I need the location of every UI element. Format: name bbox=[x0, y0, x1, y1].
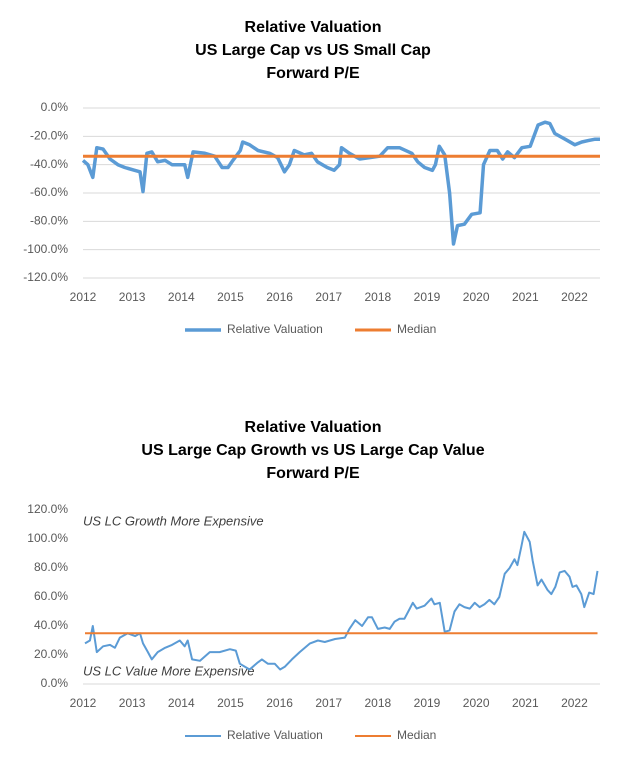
x-tick-label: 2017 bbox=[315, 290, 342, 304]
x-tick-label: 2018 bbox=[365, 696, 392, 710]
y-tick-label: 100.0% bbox=[27, 531, 68, 545]
y-tick-label: 80.0% bbox=[34, 560, 68, 574]
data-line bbox=[81, 120, 600, 246]
annotation: US LC Value More Expensive bbox=[83, 663, 255, 678]
x-tick-label: 2012 bbox=[70, 290, 97, 304]
legend-label: Median bbox=[397, 728, 436, 742]
x-tick-label: 2021 bbox=[512, 290, 539, 304]
y-tick-label: 20.0% bbox=[34, 647, 68, 661]
x-tick-label: 2020 bbox=[463, 290, 490, 304]
y-tick-label: 0.0% bbox=[41, 676, 69, 690]
x-tick-label: 2015 bbox=[217, 290, 244, 304]
x-tick-label: 2022 bbox=[561, 290, 588, 304]
chart-title: Forward P/E bbox=[266, 465, 360, 482]
y-tick-label: -80.0% bbox=[30, 214, 68, 228]
annotation: US LC Growth More Expensive bbox=[83, 513, 264, 528]
legend-label: Relative Valuation bbox=[227, 728, 323, 742]
y-tick-label: 40.0% bbox=[34, 618, 68, 632]
y-tick-label: -60.0% bbox=[30, 185, 68, 199]
y-tick-label: -20.0% bbox=[30, 129, 68, 143]
x-tick-label: 2016 bbox=[266, 696, 293, 710]
x-tick-label: 2014 bbox=[168, 290, 195, 304]
x-tick-label: 2012 bbox=[70, 696, 97, 710]
chart-title: Relative Valuation bbox=[245, 419, 382, 436]
x-tick-label: 2015 bbox=[217, 696, 244, 710]
chart-title: US Large Cap Growth vs US Large Cap Valu… bbox=[141, 442, 484, 459]
x-tick-label: 2013 bbox=[119, 696, 146, 710]
chart-title: Relative Valuation bbox=[245, 19, 382, 36]
legend-label: Relative Valuation bbox=[227, 322, 323, 336]
x-tick-label: 2016 bbox=[266, 290, 293, 304]
chart-title: US Large Cap vs US Small Cap bbox=[195, 42, 431, 59]
x-tick-label: 2018 bbox=[365, 290, 392, 304]
y-tick-label: -40.0% bbox=[30, 157, 68, 171]
legend-label: Median bbox=[397, 322, 436, 336]
x-tick-label: 2020 bbox=[463, 696, 490, 710]
y-tick-label: 60.0% bbox=[34, 589, 68, 603]
y-tick-label: -120.0% bbox=[23, 270, 68, 284]
data-line bbox=[84, 530, 599, 671]
y-tick-label: 0.0% bbox=[41, 100, 69, 114]
x-tick-label: 2021 bbox=[512, 696, 539, 710]
x-tick-label: 2017 bbox=[315, 696, 342, 710]
y-tick-label: 120.0% bbox=[27, 502, 68, 516]
x-tick-label: 2019 bbox=[414, 290, 441, 304]
chart-title: Forward P/E bbox=[266, 65, 360, 82]
x-tick-label: 2022 bbox=[561, 696, 588, 710]
x-tick-label: 2019 bbox=[414, 696, 441, 710]
x-tick-label: 2014 bbox=[168, 696, 195, 710]
y-tick-label: -100.0% bbox=[23, 242, 68, 256]
x-tick-label: 2013 bbox=[119, 290, 146, 304]
